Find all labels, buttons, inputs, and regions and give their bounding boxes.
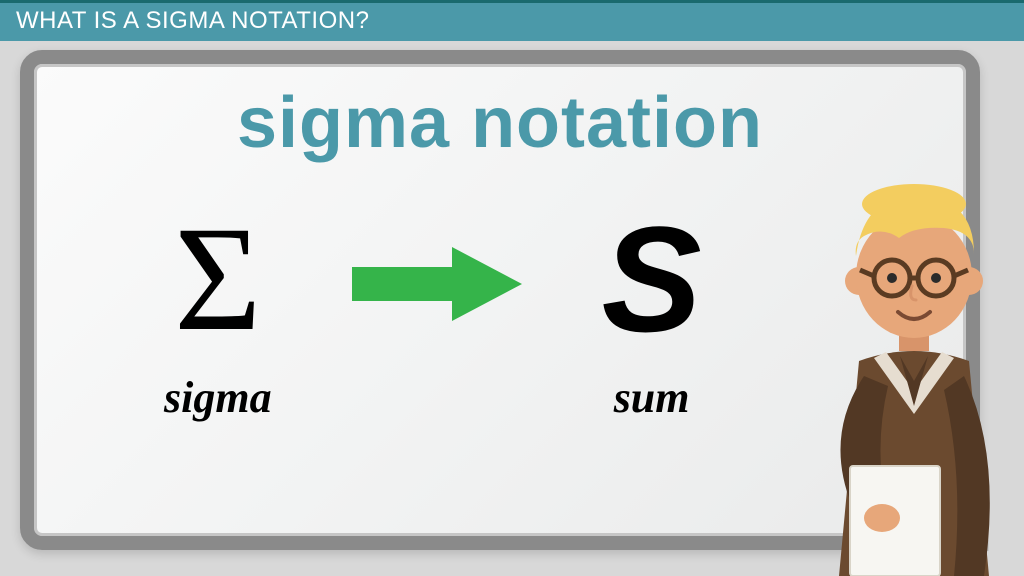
sum-label: sum [614,372,690,423]
arrow-icon [352,239,522,329]
board-title: sigma notation [94,82,906,164]
header-title: WHAT IS A SIGMA NOTATION? [16,7,369,34]
arrow [352,239,522,329]
sigma-column: Σ sigma [164,204,272,423]
sigma-symbol: Σ [174,204,261,354]
s-symbol: S [602,204,702,354]
sigma-label: sigma [164,372,272,423]
teacher-character [804,176,1024,576]
stage: sigma notation Σ sigma S sum [0,40,1024,576]
content-row: Σ sigma S sum [94,204,906,423]
s-column: S sum [602,204,702,423]
header-bar: WHAT IS A SIGMA NOTATION? [0,0,1024,41]
teacher-illustration [804,176,1024,576]
arrow-shape [352,247,522,321]
